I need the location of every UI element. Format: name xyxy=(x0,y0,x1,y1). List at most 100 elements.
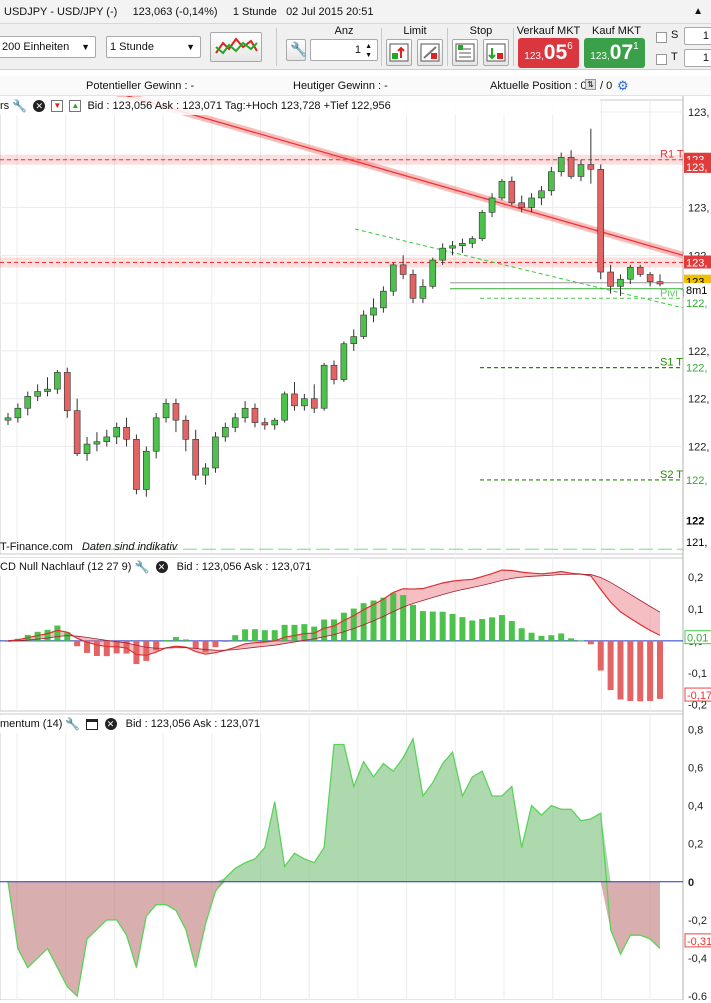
candle-bear xyxy=(182,419,190,440)
quote-label: 123,063 (-0,14%) xyxy=(132,6,218,18)
macd-histogram-bar xyxy=(587,640,594,645)
macd-histogram-bar xyxy=(192,640,199,649)
level-label-pivot: Pivi T xyxy=(660,287,688,299)
trade-toolbar: 200 Einheiten ▼ 1 Stunde ▼ 🔧 Anz 1 ▲ ▼ Li… xyxy=(0,24,711,70)
candle-bull xyxy=(548,171,555,192)
collapse-caret-icon[interactable]: ▲ xyxy=(693,6,703,17)
main-panel-header: rs 🔧 ✕ ▼ ▲ Bid : 123,056 Ask : 123,071 T… xyxy=(0,97,600,115)
t-value-field[interactable]: 1 xyxy=(684,49,711,67)
candle-bull xyxy=(34,391,41,397)
momentum-y-tick-label: -0,2 xyxy=(688,915,707,927)
position-lock-icon[interactable]: ⇅ xyxy=(585,79,596,90)
macd-histogram-bar xyxy=(568,638,575,641)
macd-histogram-bar xyxy=(261,630,268,641)
level-label-s2: S2 T xyxy=(660,469,683,481)
macd-histogram-bar xyxy=(647,640,654,701)
momentum-y-tick-label: 0,8 xyxy=(688,724,703,736)
sell-label: Verkauf MKT xyxy=(516,25,581,37)
position-total: / 0 xyxy=(600,80,613,92)
wrench-icon[interactable]: 🔧 xyxy=(134,560,150,575)
candle-bull xyxy=(24,395,32,409)
candle-bear xyxy=(587,164,595,170)
macd-histogram-bar xyxy=(449,613,456,641)
move-up-icon[interactable]: ▲ xyxy=(69,100,82,113)
disclaimer-text: Daten sind indikativ xyxy=(81,541,178,553)
s-value-field[interactable]: 1 xyxy=(684,27,711,45)
anz-label: Anz xyxy=(334,25,354,37)
candle-bull xyxy=(103,436,111,442)
macd-histogram-bar xyxy=(617,640,624,700)
macd-histogram-bar xyxy=(419,611,426,641)
candle-bull xyxy=(44,388,51,392)
macd-histogram-bar xyxy=(518,628,525,641)
macd-bid-ask: Bid : 123,056 Ask : 123,071 xyxy=(176,561,312,573)
level-label-r1: R1 T xyxy=(660,149,684,161)
candle-bull xyxy=(360,314,367,337)
chart-indicator-button[interactable] xyxy=(210,32,262,62)
candle-bear xyxy=(607,271,614,287)
wrench-icon: 🔧 xyxy=(290,41,308,57)
s-label: S xyxy=(671,29,679,41)
candle-bull xyxy=(340,343,348,380)
sell-price-big: 05 xyxy=(543,41,568,64)
momentum-negative-area xyxy=(8,881,660,997)
network-gear-icon[interactable]: ⚙ xyxy=(617,78,629,93)
macd-histogram-bar xyxy=(281,624,288,641)
limit-buy-icon xyxy=(389,43,409,62)
macd-histogram-bar xyxy=(627,640,634,701)
candle-bear xyxy=(310,398,318,409)
sell-market-button[interactable]: 123,056 xyxy=(518,38,579,68)
momentum-bid-ask: Bid : 123,056 Ask : 123,071 xyxy=(125,718,261,730)
chart-area[interactable]: 123, 123, 123, 122, 122, 122, 122, 122, R1 T Pivi… xyxy=(0,70,711,1003)
macd-histogram-bar xyxy=(331,619,337,641)
candle-bull xyxy=(557,157,565,172)
period-select[interactable]: 1 Stunde ▼ xyxy=(106,36,201,58)
candle-bull xyxy=(4,417,12,421)
momentum-tag: -0,31 xyxy=(687,936,711,948)
stop-sell-button[interactable] xyxy=(483,39,509,66)
stepper-arrows-icon[interactable]: ▲ ▼ xyxy=(365,43,372,59)
price-tag-label: 122, xyxy=(686,298,707,310)
wrench-icon[interactable]: 🔧 xyxy=(65,717,81,732)
momentum-y-tick-label: 0,2 xyxy=(688,839,703,851)
chevron-down-icon: ▼ xyxy=(81,42,90,52)
quantity-stepper[interactable]: 1 ▲ ▼ xyxy=(310,39,378,61)
chart-indicator-icon xyxy=(215,37,258,55)
daily-profit: Heutiger Gewinn : - xyxy=(293,80,388,92)
macd-histogram-bar xyxy=(350,608,357,641)
macd-histogram-bar xyxy=(439,611,446,641)
symbol-label: USDJPY - USD/JPY (-) xyxy=(4,6,118,18)
wrench-icon[interactable]: 🔧 xyxy=(12,99,28,114)
units-select[interactable]: 200 Einheiten ▼ xyxy=(0,36,96,58)
candle-bear xyxy=(567,157,575,177)
candle-bull xyxy=(449,245,456,249)
limit-buy-button[interactable] xyxy=(386,39,412,66)
macd-panel-header: CD Null Nachlauf (12 27 9) 🔧 ✕ Bid : 123… xyxy=(0,558,360,576)
t-checkbox[interactable] xyxy=(656,54,667,65)
close-icon[interactable]: ✕ xyxy=(104,718,117,731)
units-value: 200 Einheiten xyxy=(2,41,70,53)
chart-canvas[interactable]: 123, 123, 123, 122, 122, 122, 122, 122, R1 T Pivi… xyxy=(0,70,711,1003)
move-down-icon[interactable]: ▼ xyxy=(51,100,64,113)
stop-buy-button[interactable] xyxy=(452,39,478,66)
macd-histogram-bar xyxy=(558,633,565,641)
candle-bull xyxy=(152,417,160,452)
buy-market-button[interactable]: 123,071 xyxy=(584,38,645,68)
momentum-positive-area xyxy=(8,738,660,882)
limit-sell-button[interactable] xyxy=(417,39,443,66)
y-tick-label: 123, xyxy=(688,203,709,215)
profit-info-bar: Potentieller Gewinn : - Heutiger Gewinn … xyxy=(0,76,711,96)
candle-bull xyxy=(370,307,377,316)
y-tick-label: 122, xyxy=(688,346,709,358)
s-checkbox[interactable] xyxy=(656,32,667,43)
candle-bear xyxy=(192,439,199,476)
momentum-tag-bg xyxy=(684,933,711,948)
price-tag-label: 8m1 xyxy=(686,285,707,297)
settings-wrench-button[interactable]: 🔧 xyxy=(286,39,308,61)
candle-bull xyxy=(14,407,22,419)
maximize-icon[interactable] xyxy=(86,718,99,730)
close-icon[interactable]: ✕ xyxy=(155,561,168,574)
macd-histogram-bar xyxy=(577,640,584,642)
candle-bull xyxy=(389,264,397,292)
close-icon[interactable]: ✕ xyxy=(33,100,46,113)
